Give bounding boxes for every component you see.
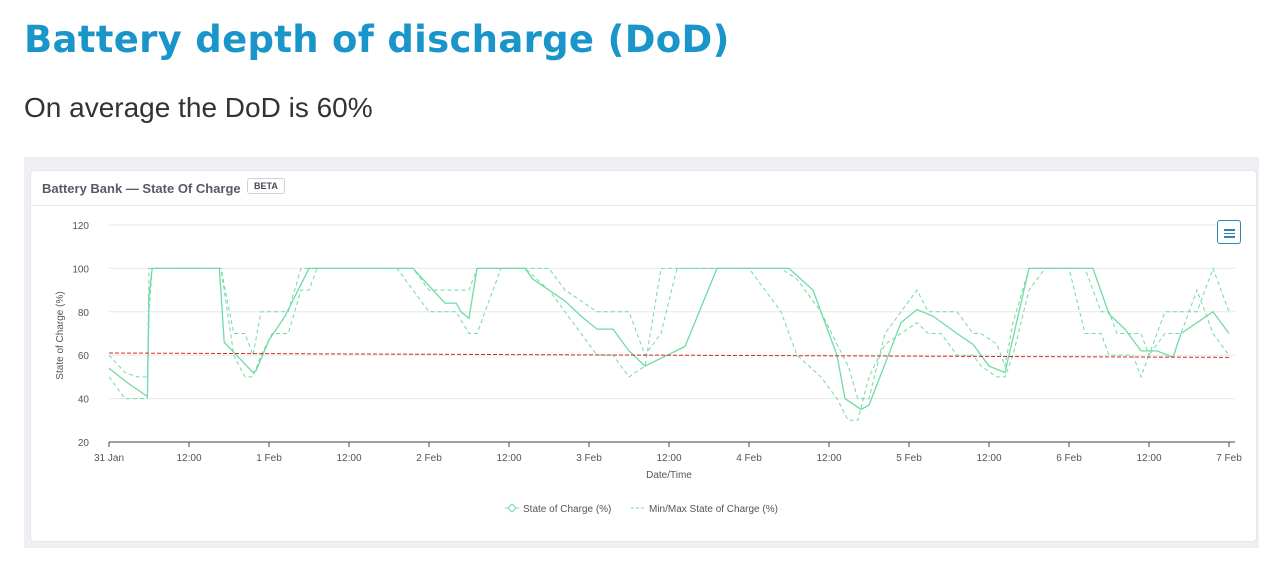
y-axis-title: State of Charge (%)	[55, 291, 66, 379]
chart-panel-container: Battery Bank — State Of Charge BETA 20 40…	[24, 157, 1259, 548]
x-tick-label: 12:00	[816, 453, 841, 464]
page-subtitle: On average the DoD is 60%	[24, 92, 373, 123]
x-tick-label: 12:00	[656, 453, 681, 464]
x-tick-label: 2 Feb	[416, 453, 442, 464]
x-axis-title: Date/Time	[646, 470, 692, 481]
x-tick-label: 7 Feb	[1216, 453, 1242, 464]
y-tick-label: 60	[78, 351, 90, 362]
beta-badge: BETA	[247, 178, 285, 194]
x-tick-label: 5 Feb	[896, 453, 922, 464]
chart-panel-title: Battery Bank — State Of Charge	[42, 181, 241, 196]
legend-label-minmax: Min/Max State of Charge (%)	[649, 504, 778, 515]
average-dod-line	[108, 352, 1230, 358]
legend-label-soc: State of Charge (%)	[523, 504, 611, 515]
minmax-min-line	[108, 267, 1230, 421]
x-tick-label: 12:00	[1136, 453, 1161, 464]
x-tick-label: 12:00	[496, 453, 521, 464]
y-tick-label: 20	[78, 438, 90, 449]
x-tick-label: 3 Feb	[576, 453, 602, 464]
x-tick-label: 12:00	[176, 453, 201, 464]
chart-panel-header: Battery Bank — State Of Charge BETA	[31, 171, 1256, 206]
y-tick-label: 80	[78, 308, 90, 319]
y-tick-label: 100	[72, 264, 89, 275]
soc-line-chart: 20 40 60 80 100 120 31 Jan 12:00 1 Feb 12:00 2 Feb…	[55, 221, 1242, 515]
y-tick-label: 40	[78, 395, 90, 406]
soc-series-line	[108, 267, 1230, 411]
x-tick-label: 6 Feb	[1056, 453, 1082, 464]
page-title: Battery depth of discharge (DoD)	[24, 18, 730, 61]
x-tick-label: 31 Jan	[94, 453, 124, 464]
legend-diamond-icon	[507, 503, 517, 513]
x-tick-label: 12:00	[976, 453, 1001, 464]
y-tick-label: 120	[72, 221, 89, 232]
x-tick-label: 12:00	[336, 453, 361, 464]
hamburger-menu-icon[interactable]	[1217, 220, 1241, 244]
chart-panel: Battery Bank — State Of Charge BETA 20 40…	[30, 170, 1257, 542]
x-tick-label: 1 Feb	[256, 453, 282, 464]
x-tick-label: 4 Feb	[736, 453, 762, 464]
